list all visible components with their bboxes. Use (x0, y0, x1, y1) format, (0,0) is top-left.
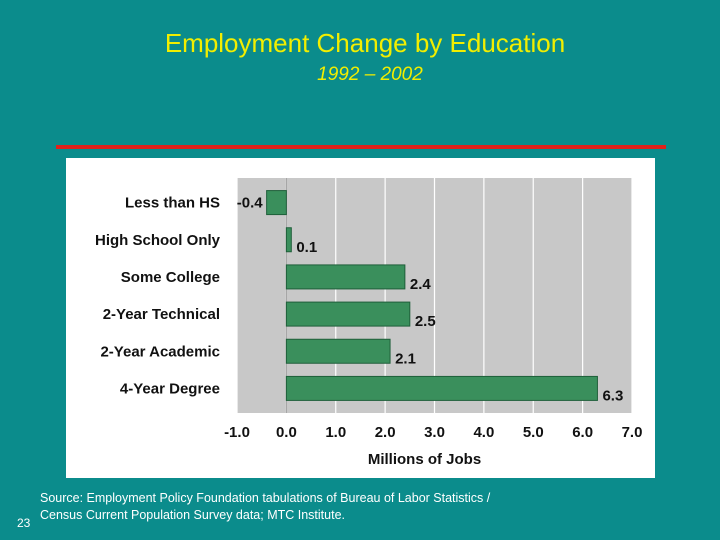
category-label: High School Only (95, 232, 221, 249)
value-label: 6.3 (602, 387, 623, 404)
x-tick-label: 0.0 (276, 424, 297, 441)
value-label: 0.1 (296, 239, 317, 256)
slide-number: 23 (17, 516, 31, 530)
value-label: 2.4 (410, 276, 432, 293)
value-label: 2.1 (395, 350, 416, 367)
category-label: 2-Year Technical (103, 306, 220, 323)
bar-chart: Less than HS -0.4 High School Only 0.1 Some … (95, 178, 643, 468)
title-divider (56, 145, 666, 149)
chart-panel: Less than HS -0.4 High School Only 0.1 Some … (66, 158, 655, 478)
category-label: 2-Year Academic (100, 343, 220, 360)
x-tick-label: 4.0 (473, 424, 494, 441)
category-label: Some College (121, 269, 220, 286)
slide-title: Employment Change by Education (164, 28, 566, 58)
category-label: 4-Year Degree (120, 380, 220, 397)
value-label: -0.4 (237, 195, 264, 212)
x-tick-label: 1.0 (325, 424, 346, 441)
bar (266, 190, 287, 216)
bar (285, 264, 406, 290)
source-note: Source: Employment Policy Foundation tab… (40, 491, 491, 522)
x-tick-label: -1.0 (224, 424, 250, 441)
x-tick-label: 5.0 (523, 424, 544, 441)
slide-subtitle: 1992 – 2002 (317, 64, 423, 85)
bar (285, 227, 292, 253)
x-axis-title: Millions of Jobs (368, 451, 481, 468)
category-label: Less than HS (125, 195, 220, 212)
x-tick-label: 2.0 (375, 424, 396, 441)
x-tick-label: 3.0 (424, 424, 445, 441)
x-tick-label: 6.0 (572, 424, 593, 441)
bar (285, 301, 411, 327)
bar (285, 375, 598, 401)
bar (285, 338, 391, 364)
value-label: 2.5 (415, 313, 436, 330)
x-tick-label: 7.0 (622, 424, 643, 441)
